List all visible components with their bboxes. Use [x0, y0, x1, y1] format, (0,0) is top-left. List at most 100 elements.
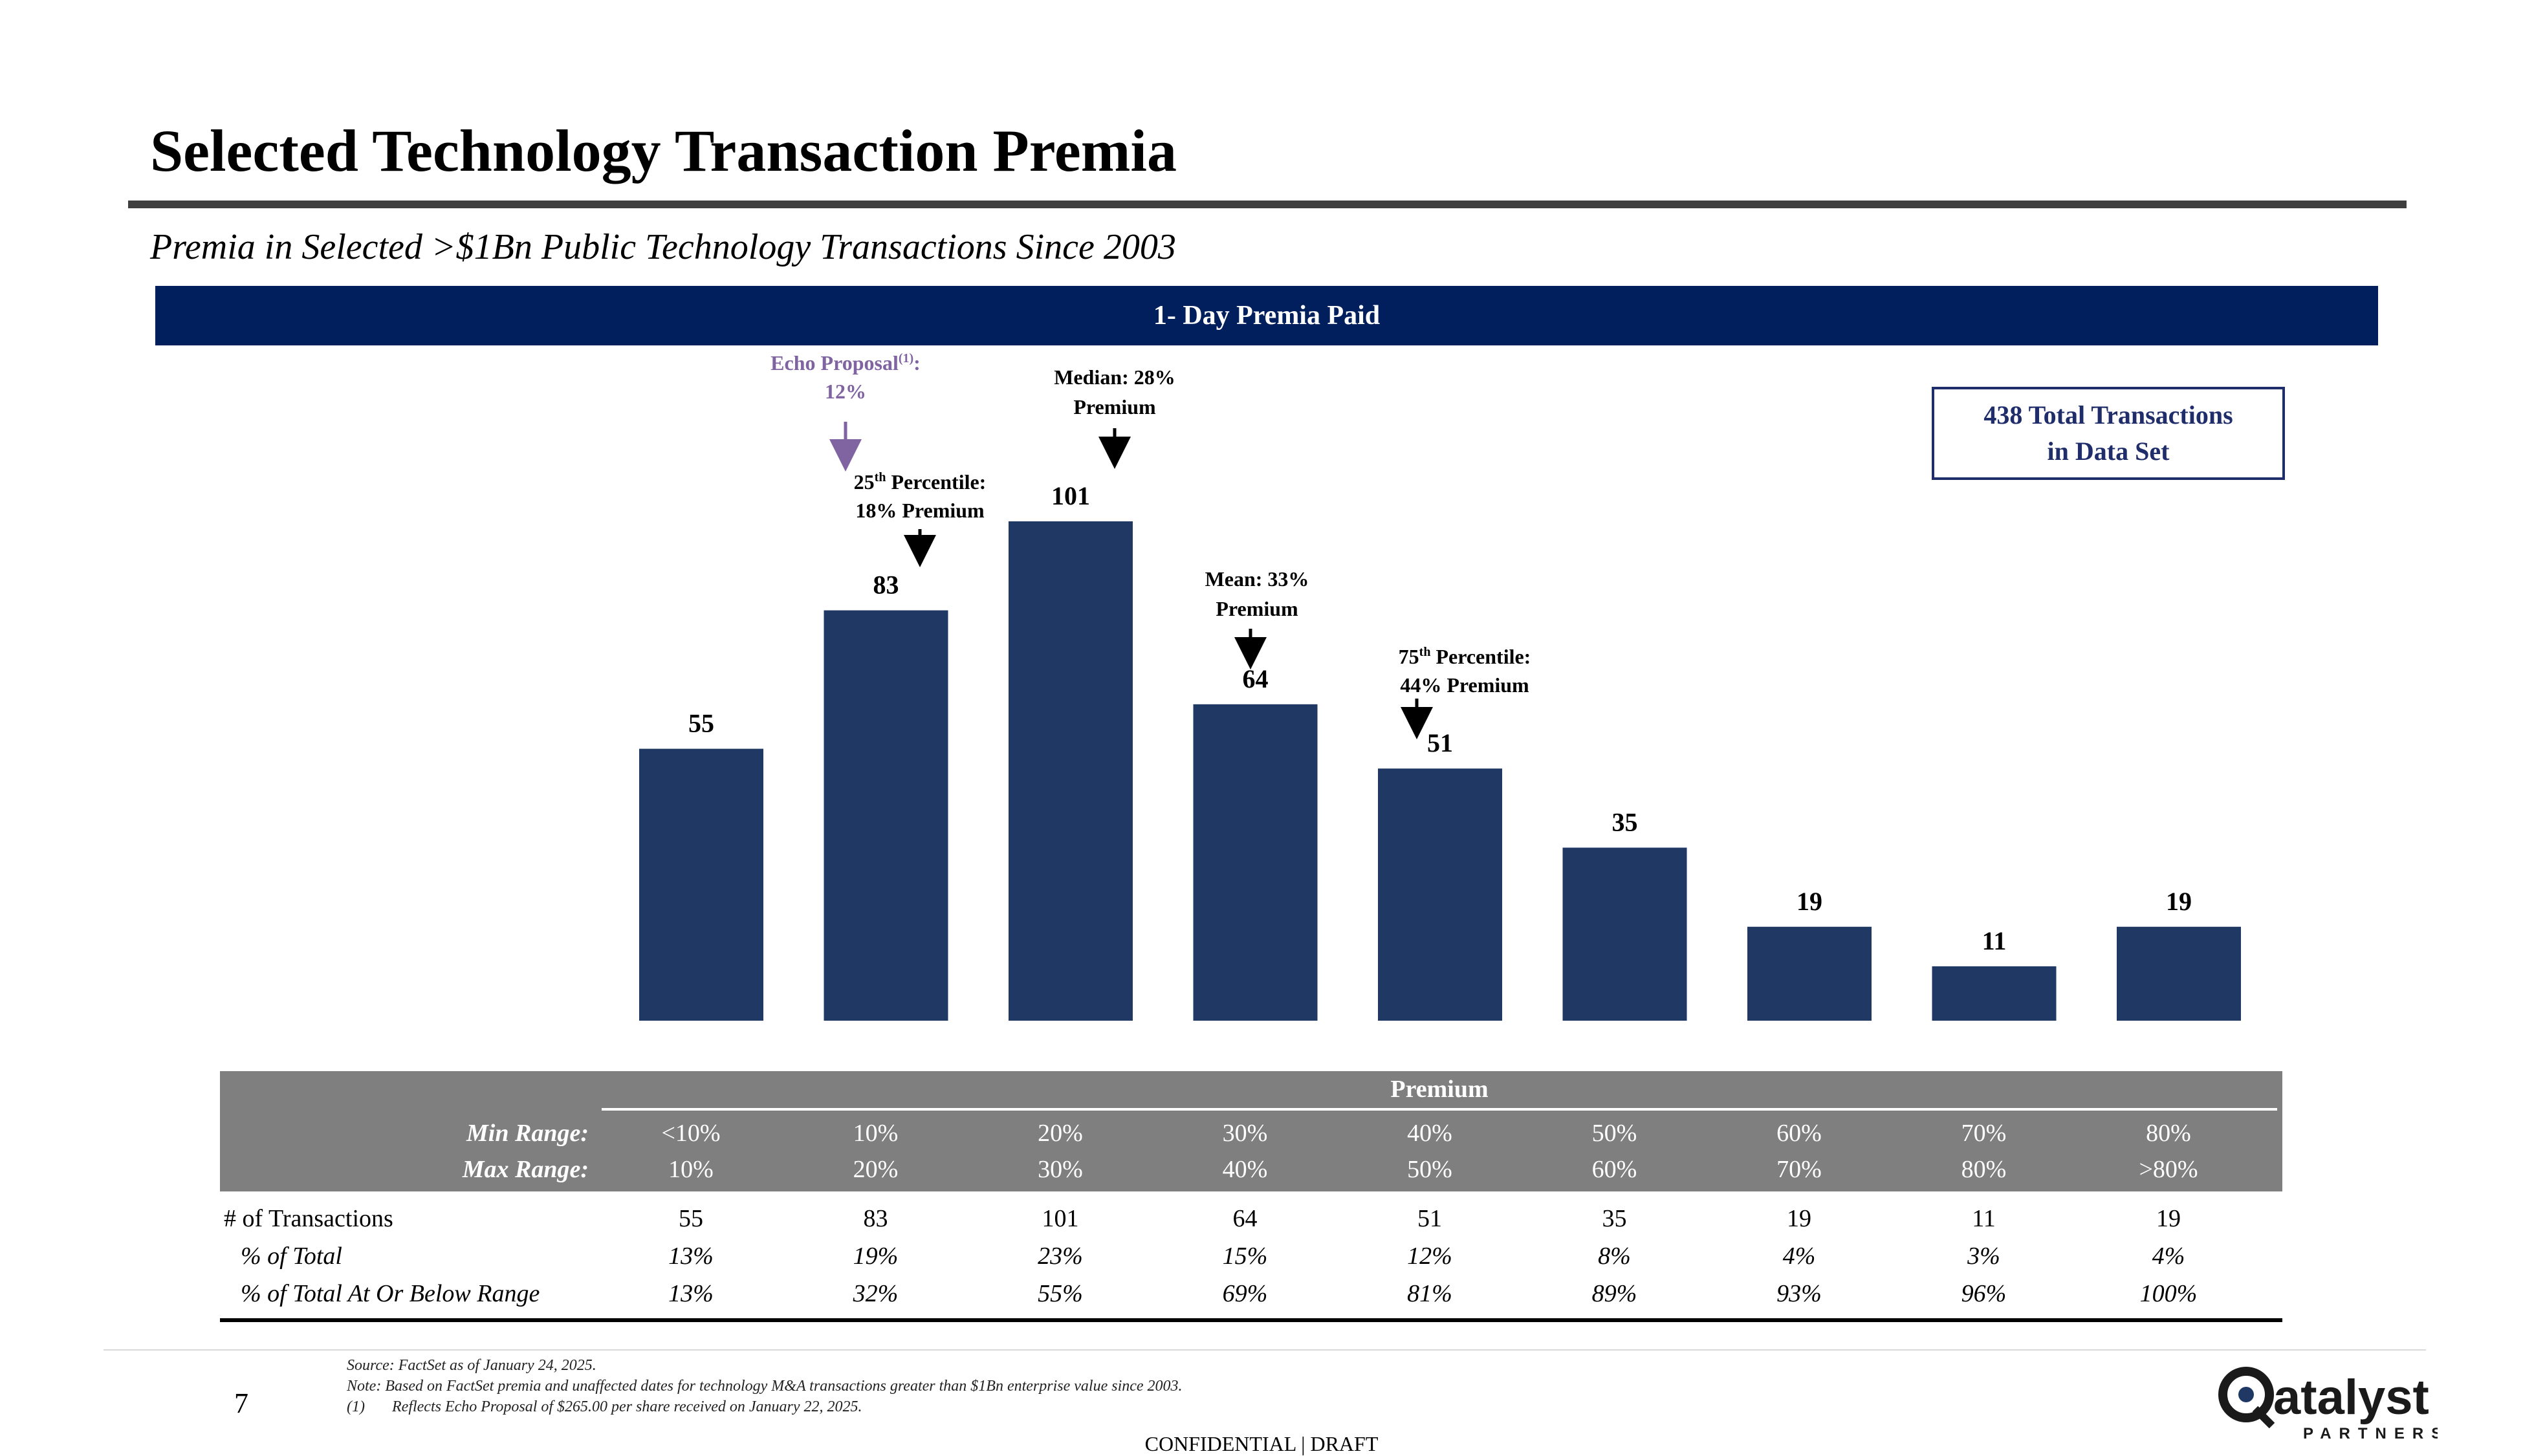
min-range-cell: 70%: [1961, 1120, 2007, 1147]
bar-3: [1009, 521, 1133, 1021]
max-range-cell: 50%: [1407, 1156, 1452, 1183]
bar-6: [1562, 847, 1687, 1021]
max-range-cell: >80%: [2139, 1156, 2198, 1183]
bar-2: [824, 610, 948, 1021]
table-cell: 3%: [1967, 1243, 2000, 1270]
page-title: Selected Technology Transaction Premia: [150, 118, 1177, 184]
median-annotation-line1: Median: 28%: [1054, 365, 1175, 389]
chart-banner-label: 1- Day Premia Paid: [1153, 301, 1381, 331]
mean-annotation-line2: Premium: [1216, 597, 1298, 620]
echo-annotation-line1: Echo Proposal(1):: [770, 351, 921, 375]
bar-value-label-6: 35: [1612, 807, 1638, 836]
bar-7: [1747, 926, 1872, 1021]
bar-value-label-3: 101: [1051, 481, 1090, 510]
bar-value-label-9: 19: [2166, 887, 2192, 916]
bar-1: [639, 748, 763, 1021]
callout-line-1: 438 Total Transactions: [1983, 400, 2233, 429]
min-range-cell: 80%: [2146, 1120, 2191, 1147]
table-cell: 19: [2156, 1205, 2181, 1232]
table-cell: 19: [1787, 1205, 1811, 1232]
table-cell: 96%: [1961, 1280, 2007, 1307]
table-cell: 8%: [1598, 1243, 1631, 1270]
bar-8: [1932, 966, 2057, 1021]
bar-value-label-8: 11: [1982, 926, 2007, 955]
max-range-cell: 10%: [668, 1156, 714, 1183]
mean-annotation-line1: Mean: 33%: [1205, 567, 1309, 591]
catalyst-partners-logo: atalyst PARTNERS: [2218, 1361, 2441, 1446]
page-subtitle: Premia in Selected >$1Bn Public Technolo…: [150, 227, 1176, 267]
p75-annotation-line1: 75th Percentile:: [1399, 645, 1531, 668]
footer-divider: [104, 1349, 2426, 1351]
max-range-cell: 60%: [1591, 1156, 1637, 1183]
table-cell: 19%: [853, 1243, 899, 1270]
table-cell: 83: [863, 1205, 888, 1232]
table-cell: 51: [1417, 1205, 1442, 1232]
min-range-label: Min Range:: [466, 1120, 589, 1147]
table-cell: 32%: [853, 1280, 899, 1307]
table-cell: 69%: [1222, 1280, 1268, 1307]
table-cell: 13%: [668, 1280, 714, 1307]
row-label-pct-total: % of Total: [241, 1243, 342, 1270]
premia-bar-chart: 55 83 101 64 51 35 19 11 19 Echo Proposal(1): 12…: [639, 351, 2241, 1021]
logo-subtext: PARTNERS: [2303, 1425, 2438, 1442]
title-divider: [128, 201, 2407, 208]
row-label-pct-cumulative: % of Total At Or Below Range: [241, 1280, 540, 1307]
min-range-cell: 40%: [1407, 1120, 1452, 1147]
min-range-cell: 20%: [1038, 1120, 1083, 1147]
min-range-cell: 50%: [1591, 1120, 1637, 1147]
table-cell: 23%: [1038, 1243, 1083, 1270]
p25-annotation-line2: 18% Premium: [855, 499, 985, 522]
table-cell: 12%: [1407, 1243, 1452, 1270]
bar-value-label-7: 19: [1797, 887, 1822, 916]
bar-4: [1193, 704, 1318, 1021]
bar-5: [1378, 768, 1502, 1021]
table-premium-rule: [602, 1108, 2277, 1111]
max-range-cell: 80%: [1961, 1156, 2007, 1183]
max-range-cell: 40%: [1222, 1156, 1268, 1183]
confidential-label: CONFIDENTIAL | DRAFT: [1144, 1432, 1379, 1455]
table-cell: 35: [1602, 1205, 1627, 1232]
footnote-marker: (1): [347, 1398, 365, 1415]
table-cell: 4%: [1782, 1243, 1816, 1270]
footer-note: Note: Based on FactSet premia and unaffe…: [347, 1378, 1183, 1395]
footnote-text: Reflects Echo Proposal of $265.00 per sh…: [392, 1398, 862, 1415]
table-cell: 4%: [2152, 1243, 2185, 1270]
table-cell: 11: [1972, 1205, 1996, 1232]
bar-9: [2117, 926, 2241, 1021]
table-cell: 55%: [1038, 1280, 1083, 1307]
max-range-cell: 30%: [1038, 1156, 1083, 1183]
table-cell: 13%: [668, 1243, 714, 1270]
chart-banner: 1- Day Premia Paid: [155, 286, 2378, 345]
echo-annotation-line2: 12%: [825, 380, 866, 403]
table-cell: 101: [1042, 1205, 1079, 1232]
max-range-cell: 20%: [853, 1156, 899, 1183]
p75-annotation-line2: 44% Premium: [1400, 673, 1529, 697]
table-cell: 15%: [1222, 1243, 1268, 1270]
median-annotation-line2: Premium: [1073, 395, 1156, 418]
footer-source: Source: FactSet as of January 24, 2025.: [347, 1357, 596, 1374]
p25-annotation-line1: 25th Percentile:: [854, 470, 987, 494]
max-range-cell: 70%: [1776, 1156, 1822, 1183]
table-premium-label: Premium: [1390, 1076, 1489, 1103]
total-transactions-callout: 438 Total Transactions in Data Set: [1932, 387, 2285, 480]
table-cell: 89%: [1591, 1280, 1637, 1307]
table-header-band: [220, 1071, 2282, 1191]
logo-wordmark: atalyst: [2273, 1370, 2429, 1425]
bar-value-label-4: 64: [1243, 664, 1269, 693]
table-bottom-rule: [220, 1318, 2282, 1322]
table-cell: 93%: [1776, 1280, 1822, 1307]
bar-value-label-1: 55: [688, 709, 714, 738]
table-cell: 55: [679, 1205, 703, 1232]
min-range-cell: <10%: [661, 1120, 721, 1147]
bars-layer: [639, 521, 2241, 1021]
max-range-label: Max Range:: [462, 1156, 589, 1183]
callout-line-2: in Data Set: [2047, 437, 2170, 466]
page-number: 7: [234, 1387, 248, 1419]
min-range-cell: 60%: [1776, 1120, 1822, 1147]
table-cell: 81%: [1407, 1280, 1452, 1307]
table-cell: 100%: [2139, 1280, 2198, 1307]
min-range-cell: 30%: [1222, 1120, 1268, 1147]
bar-value-label-5: 51: [1427, 728, 1453, 757]
min-range-cell: 10%: [853, 1120, 899, 1147]
bar-value-label-2: 83: [873, 570, 899, 600]
